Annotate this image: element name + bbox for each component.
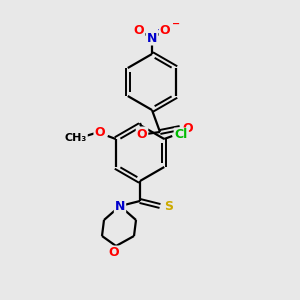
Text: O: O — [134, 25, 144, 38]
Text: O: O — [137, 128, 147, 140]
Text: N: N — [147, 32, 157, 44]
Text: S: S — [164, 200, 173, 212]
Text: O: O — [109, 247, 119, 260]
Text: O: O — [160, 25, 170, 38]
Text: O: O — [183, 122, 193, 134]
Text: +: + — [157, 25, 165, 34]
Text: N: N — [115, 200, 125, 212]
Text: Cl: Cl — [175, 128, 188, 142]
Text: CH₃: CH₃ — [64, 133, 87, 143]
Text: −: − — [172, 19, 180, 29]
Text: O: O — [94, 127, 105, 140]
